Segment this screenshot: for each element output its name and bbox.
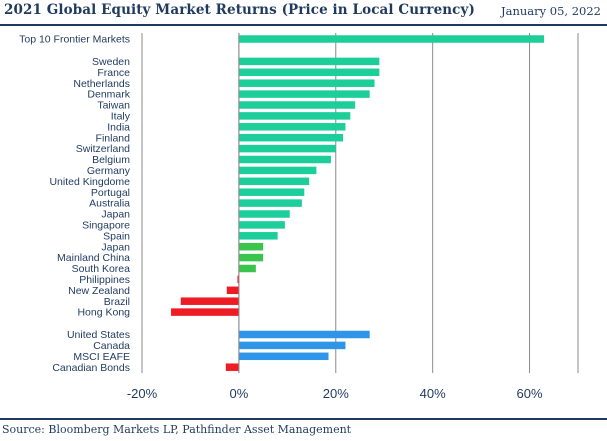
category-label-9: Switzerland	[76, 143, 130, 155]
bar-6	[238, 112, 351, 120]
bar-8	[238, 133, 344, 142]
bar-20	[238, 264, 256, 273]
category-label-23: Brazil	[104, 296, 130, 308]
bar-24	[171, 308, 239, 316]
bar-chart: Top 10 Frontier Markets SwedenFranceNethe…	[19, 33, 579, 401]
category-label-21: Philippines	[79, 274, 130, 286]
category-label-10: Belgium	[92, 154, 130, 166]
category-label-13: Portugal	[91, 187, 130, 199]
category-label-19: Mainland China	[57, 252, 130, 264]
bar-2	[238, 68, 380, 77]
x-tick-label-1: 0%	[229, 386, 248, 401]
category-label-2: France	[97, 67, 130, 79]
bar-9	[238, 144, 336, 153]
bar-3	[238, 79, 375, 87]
category-label-27: MSCI EAFE	[73, 351, 130, 363]
bar-10	[238, 155, 331, 164]
bar-23	[180, 297, 239, 305]
category-label-12: United Kingdome	[49, 176, 130, 188]
category-label-28: Canadian Bonds	[52, 362, 130, 374]
bar-17	[238, 232, 278, 240]
bar-0	[238, 35, 545, 43]
bar-15	[238, 210, 290, 218]
source-note: Source: Bloomberg Markets LP, Pathfinder…	[2, 423, 352, 436]
bar-4	[238, 90, 370, 98]
bar-25	[238, 330, 370, 339]
category-label-25: United States	[67, 329, 130, 341]
bar-18	[238, 242, 264, 251]
bar-14	[238, 199, 302, 207]
bar-27	[238, 352, 329, 361]
category-label-8: Finland	[96, 132, 131, 144]
category-label-17: Spain	[103, 230, 130, 242]
category-label-0: Top 10 Frontier Markets	[19, 34, 130, 46]
report-date: January 05, 2022	[501, 4, 601, 18]
category-label-11: Germany	[87, 165, 131, 177]
bar-1	[238, 57, 380, 66]
bar-16	[238, 221, 285, 229]
category-label-4: Denmark	[87, 89, 130, 101]
category-label-24: Hong Kong	[77, 307, 130, 319]
x-tick-label-4: 60%	[517, 386, 543, 401]
x-tick-label-3: 40%	[420, 386, 446, 401]
bar-19	[238, 253, 264, 262]
category-label-16: Singapore	[82, 220, 130, 232]
category-label-22: New Zealand	[68, 285, 130, 297]
bar-11	[238, 166, 317, 175]
bar-7	[238, 123, 346, 131]
category-label-26: Canada	[93, 340, 130, 352]
category-label-14: Australia	[89, 198, 130, 210]
bar-21	[237, 275, 239, 284]
category-label-6: Italy	[111, 111, 131, 123]
chart-title: 2021 Global Equity Market Returns (Price…	[4, 2, 475, 18]
bar-28	[225, 363, 239, 371]
category-label-15: Japan	[101, 209, 130, 221]
bar-5	[238, 101, 356, 109]
top-divider	[0, 24, 607, 26]
bar-26	[238, 341, 346, 350]
bottom-divider	[0, 418, 607, 420]
category-label-18: Japan	[101, 241, 130, 253]
category-label-3: Netherlands	[73, 78, 130, 90]
bar-22	[226, 286, 239, 295]
bar-12	[238, 177, 310, 186]
category-label-1: Sweden	[92, 56, 130, 68]
x-tick-label-0: -20%	[127, 386, 158, 401]
x-tick-label-2: 20%	[323, 386, 349, 401]
category-label-7: India	[107, 121, 130, 133]
category-label-20: South Korea	[72, 263, 131, 275]
category-label-5: Taiwan	[97, 100, 130, 112]
bar-13	[238, 188, 305, 196]
